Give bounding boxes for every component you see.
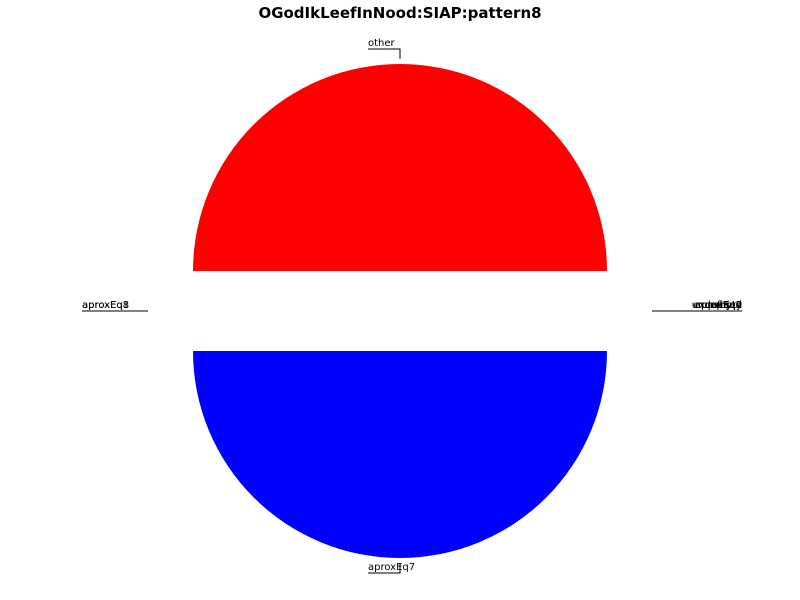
slice-label-undefined: undefined [692, 300, 742, 311]
slice-label-byte: byte [720, 300, 742, 311]
slice-label-aproxEq9: aproxEq9 [695, 300, 742, 311]
leader-line-other [368, 48, 401, 59]
slice-label-aproxEq1: aproxEq1 [82, 300, 129, 311]
slice-label-aproxEq2: aproxEq2 [695, 300, 742, 311]
slice-label-parsed: parsed [708, 300, 742, 311]
slice-label-aproxEq7: aproxEq7 [368, 562, 415, 573]
pie-slice-aproxEq7 [193, 351, 607, 558]
pie-slice-other [193, 64, 607, 271]
slice-label-other: other [368, 38, 396, 49]
slice-label-empty: empty [710, 300, 742, 311]
leader-line-aproxEq7 [368, 563, 401, 574]
slice-label-exception: exception [693, 300, 742, 311]
slice-label-aproxEq8: aproxEq8 [82, 300, 129, 311]
chart-title: OGodIkLeefInNood:SIAP:pattern8 [258, 4, 542, 22]
